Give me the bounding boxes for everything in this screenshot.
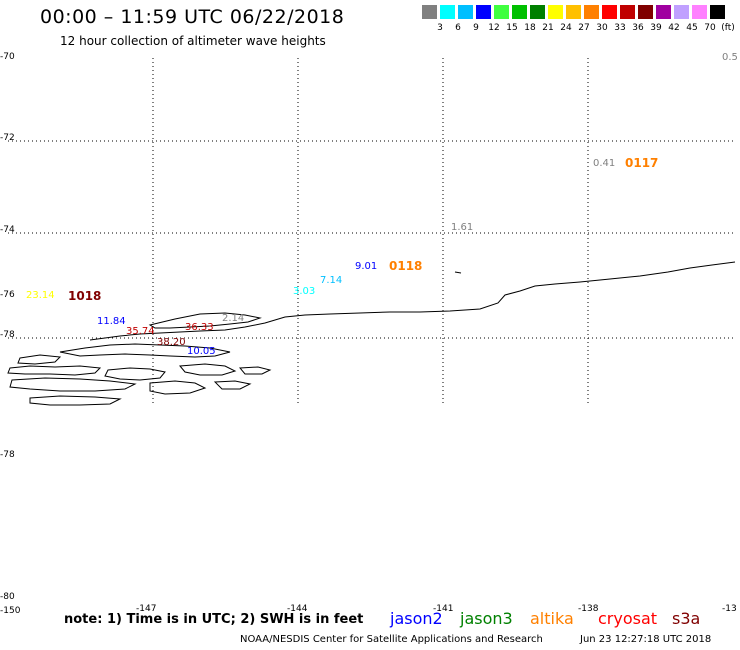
latitude-label: -70 [0, 52, 15, 62]
page-subtitle: 12 hour collection of altimeter wave hei… [60, 34, 326, 48]
color-scale-label: 70 [704, 23, 716, 33]
wave-height-value: 9.01 [355, 261, 378, 272]
color-scale-label: 6 [455, 23, 461, 33]
color-scale-swatch [584, 5, 599, 19]
color-scale-label: 42 [668, 23, 680, 33]
color-scale-swatch [512, 5, 527, 19]
page-title: 00:00 – 11:59 UTC 06/22/2018 [40, 6, 345, 28]
longitude-label: -138 [578, 604, 599, 614]
color-scale-swatch [422, 5, 437, 19]
color-scale-swatch [548, 5, 563, 19]
wave-height-value: 1.61 [451, 222, 474, 233]
color-scale-swatch [674, 5, 689, 19]
latitude-label: -74 [0, 225, 15, 235]
wave-height-value: 11.84 [97, 316, 126, 327]
color-scale-label: 30 [596, 23, 608, 33]
color-scale-label: 3 [437, 23, 443, 33]
time-label: 0117 [625, 156, 659, 170]
color-scale-label: 18 [524, 23, 536, 33]
color-scale-swatch [620, 5, 635, 19]
corner-label: 0.5 [722, 52, 738, 63]
color-scale-label: 12 [488, 23, 500, 33]
wave-height-value: 3.03 [293, 286, 316, 297]
color-scale-swatch [638, 5, 653, 19]
wave-height-value: 7.14 [320, 275, 343, 286]
longitude-label: -147 [136, 604, 157, 614]
wave-height-value: 2.14 [222, 313, 245, 324]
latitude-label: -78 [0, 450, 15, 460]
color-scale-swatch [656, 5, 671, 19]
color-scale-label: 45 [686, 23, 698, 33]
satellite-legend-item: s3a [672, 609, 701, 628]
latitude-label: -78 [0, 330, 15, 340]
coastline [7, 261, 736, 406]
color-scale-swatch [440, 5, 455, 19]
color-scale-swatch [710, 5, 725, 19]
grid-lines [8, 58, 735, 406]
color-scale-swatch [476, 5, 491, 19]
wave-height-value: 36.33 [185, 322, 214, 333]
latitude-label: -76 [0, 290, 15, 300]
color-scale-swatch [602, 5, 617, 19]
wave-height-value: 10.05 [187, 346, 216, 357]
color-scale-label: 9 [473, 23, 479, 33]
wave-height-value: 0.41 [593, 158, 616, 169]
time-label: 0118 [389, 259, 423, 273]
time-label: 1018 [68, 289, 102, 303]
color-scale-label: 27 [578, 23, 590, 33]
satellite-legend-item: altika [530, 609, 574, 628]
color-scale-swatch [530, 5, 545, 19]
satellite-legend-item: cryosat [598, 609, 658, 628]
satellite-legend-item: jason2 [390, 609, 443, 628]
wave-height-value: 35.74 [126, 326, 155, 337]
color-scale-swatch [494, 5, 509, 19]
longitude-label: -150 [0, 606, 21, 616]
longitude-label: -144 [287, 604, 308, 614]
wave-height-value: 23.14 [26, 290, 55, 301]
color-scale-swatch [692, 5, 707, 19]
color-scale-label: 36 [632, 23, 644, 33]
longitude-label: -141 [433, 604, 454, 614]
color-scale-swatch [566, 5, 581, 19]
color-scale-label: 15 [506, 23, 518, 33]
color-scale-label: 33 [614, 23, 626, 33]
latitude-label: -80 [0, 592, 15, 602]
color-scale-label: 21 [542, 23, 554, 33]
wave-height-value: 38.20 [157, 337, 186, 348]
timestamp-text: Jun 23 12:27:18 UTC 2018 [580, 634, 712, 645]
credit-text: NOAA/NESDIS Center for Satellite Applica… [240, 634, 543, 645]
color-scale-label: 24 [560, 23, 572, 33]
latitude-label: -72 [0, 133, 15, 143]
color-scale-swatch [458, 5, 473, 19]
satellite-legend-item: jason3 [460, 609, 513, 628]
note-text: note: 1) Time is in UTC; 2) SWH is in fe… [64, 612, 364, 627]
color-scale-label: (ft) [721, 23, 735, 33]
longitude-label: -13 [722, 604, 737, 614]
color-scale-label: 39 [650, 23, 662, 33]
